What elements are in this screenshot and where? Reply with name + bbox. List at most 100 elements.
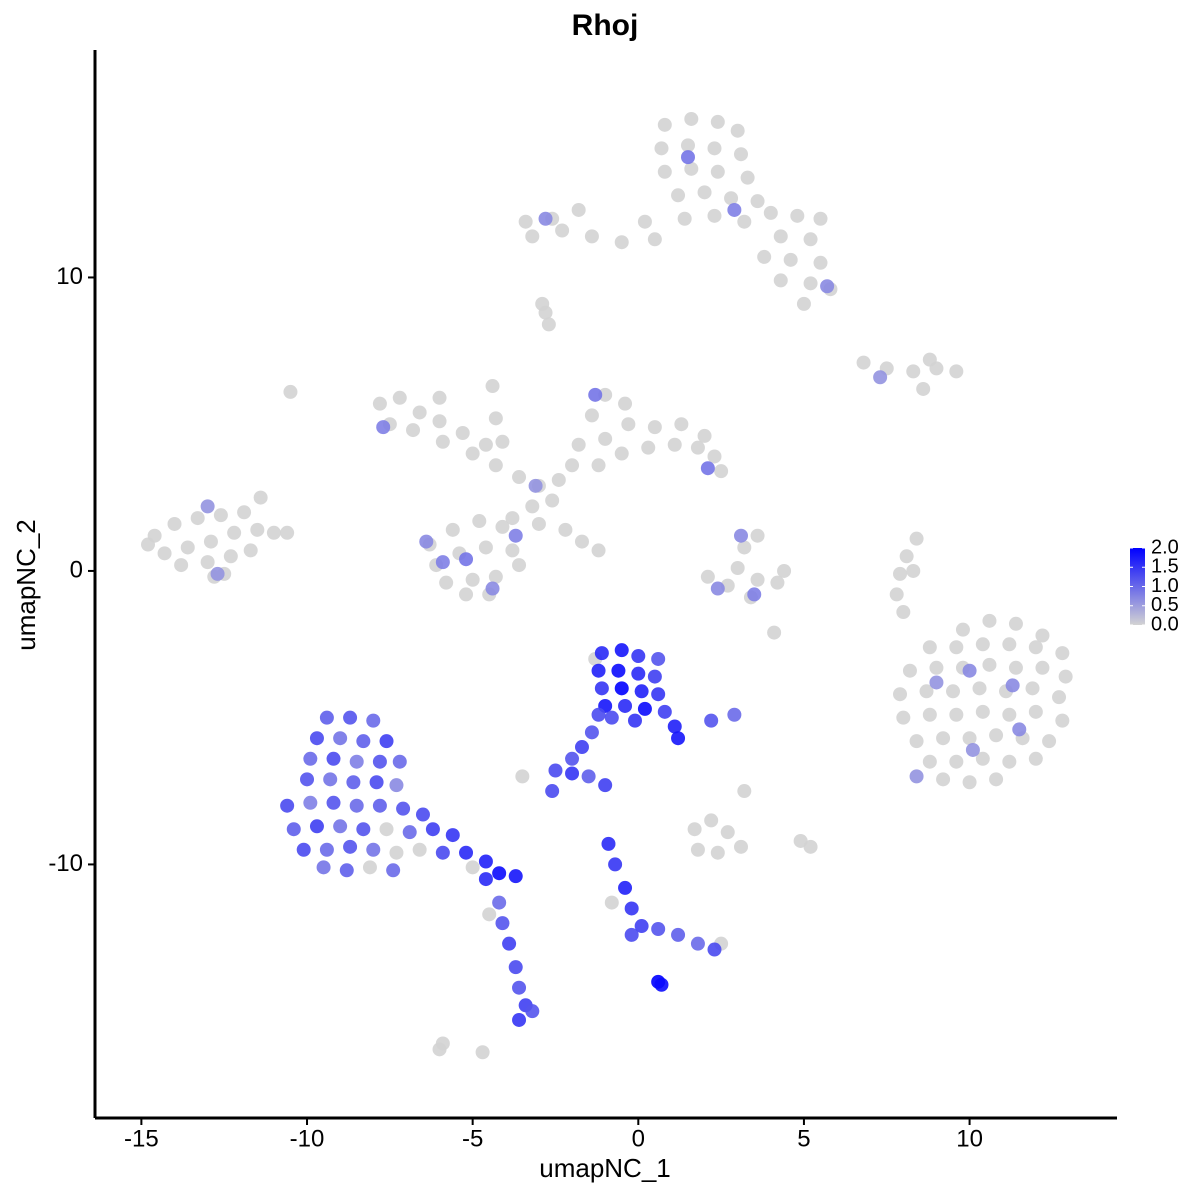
point bbox=[737, 540, 752, 555]
point bbox=[906, 364, 921, 379]
point bbox=[309, 731, 324, 746]
point bbox=[813, 255, 828, 270]
point bbox=[637, 701, 652, 716]
point bbox=[820, 279, 835, 294]
point bbox=[704, 713, 719, 728]
point bbox=[435, 555, 450, 570]
point bbox=[379, 822, 394, 837]
point bbox=[750, 528, 765, 543]
point bbox=[157, 546, 172, 561]
point bbox=[439, 575, 454, 590]
point bbox=[624, 901, 639, 916]
x-tick-label: -5 bbox=[462, 1125, 483, 1152]
point bbox=[392, 390, 407, 405]
point bbox=[657, 164, 672, 179]
point bbox=[733, 839, 748, 854]
point bbox=[803, 839, 818, 854]
point bbox=[508, 528, 523, 543]
colorbar-tick-label: 1.0 bbox=[1151, 575, 1179, 597]
point bbox=[581, 769, 596, 784]
point bbox=[588, 387, 603, 402]
y-tick-label: -10 bbox=[48, 850, 83, 877]
point bbox=[492, 866, 507, 881]
point bbox=[266, 525, 281, 540]
point bbox=[614, 446, 629, 461]
point bbox=[707, 208, 722, 223]
x-tick-label: 5 bbox=[797, 1125, 810, 1152]
point bbox=[989, 728, 1004, 743]
point bbox=[1012, 722, 1027, 737]
point bbox=[362, 860, 377, 875]
point bbox=[525, 499, 540, 514]
point bbox=[435, 845, 450, 860]
point bbox=[356, 822, 371, 837]
point bbox=[949, 640, 964, 655]
point bbox=[415, 807, 430, 822]
point bbox=[902, 663, 917, 678]
point bbox=[180, 540, 195, 555]
point bbox=[946, 684, 961, 699]
point bbox=[1035, 660, 1050, 675]
point bbox=[227, 525, 242, 540]
point bbox=[343, 710, 358, 725]
point bbox=[618, 396, 633, 411]
point bbox=[737, 784, 752, 799]
point bbox=[604, 895, 619, 910]
point bbox=[535, 296, 550, 311]
point bbox=[333, 731, 348, 746]
point bbox=[704, 813, 719, 828]
point bbox=[684, 161, 699, 176]
point bbox=[541, 317, 556, 332]
point bbox=[591, 663, 606, 678]
point bbox=[472, 514, 487, 529]
point bbox=[488, 458, 503, 473]
point bbox=[594, 681, 609, 696]
x-tick-label: -15 bbox=[124, 1125, 159, 1152]
point bbox=[459, 845, 474, 860]
point bbox=[637, 214, 652, 229]
point bbox=[767, 625, 782, 640]
point bbox=[972, 681, 987, 696]
point bbox=[574, 534, 589, 549]
point bbox=[495, 519, 510, 534]
point bbox=[936, 772, 951, 787]
point bbox=[174, 558, 189, 573]
point bbox=[618, 880, 633, 895]
point bbox=[707, 942, 722, 957]
y-axis-title: umapNC_2 bbox=[11, 519, 41, 651]
point bbox=[618, 698, 633, 713]
point bbox=[975, 637, 990, 652]
point bbox=[916, 381, 931, 396]
point bbox=[989, 772, 1004, 787]
point bbox=[962, 731, 977, 746]
point bbox=[611, 663, 626, 678]
point bbox=[598, 431, 613, 446]
point bbox=[962, 775, 977, 790]
point bbox=[919, 684, 934, 699]
point bbox=[763, 205, 778, 220]
point bbox=[975, 751, 990, 766]
point bbox=[684, 111, 699, 126]
point bbox=[369, 775, 384, 790]
point bbox=[982, 613, 997, 628]
point bbox=[309, 819, 324, 834]
point bbox=[495, 434, 510, 449]
point bbox=[1035, 628, 1050, 643]
point bbox=[531, 516, 546, 531]
point bbox=[906, 563, 921, 578]
point bbox=[773, 229, 788, 244]
colorbar-tick-label: 0.0 bbox=[1151, 613, 1179, 635]
point bbox=[475, 1045, 490, 1060]
point bbox=[598, 778, 613, 793]
point bbox=[671, 188, 686, 203]
point bbox=[584, 229, 599, 244]
point bbox=[1058, 669, 1073, 684]
point bbox=[614, 235, 629, 250]
point bbox=[280, 525, 295, 540]
point bbox=[512, 1012, 527, 1027]
point bbox=[714, 464, 729, 479]
point bbox=[899, 549, 914, 564]
point bbox=[319, 842, 334, 857]
point bbox=[492, 895, 507, 910]
point bbox=[343, 839, 358, 854]
